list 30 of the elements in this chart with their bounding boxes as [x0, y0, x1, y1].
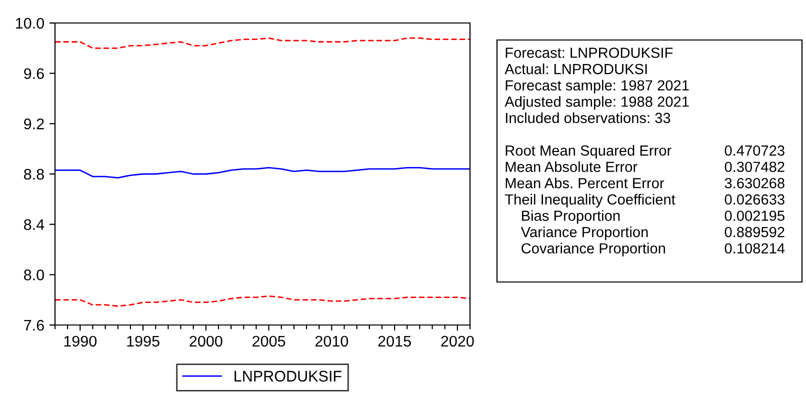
x-tick-label: 2005: [252, 336, 286, 347]
line-series: [55, 295, 470, 307]
text: Root Mean Squared Error 0.470723: [506, 145, 784, 159]
y-tick-label: 8.4: [24, 219, 44, 230]
y-tick-label: 8.8: [24, 168, 44, 180]
y-tick-label: 8.0: [24, 270, 44, 280]
text: Bias Proportion 0.002195: [522, 210, 784, 224]
x-tick-label: 1990: [64, 336, 97, 347]
text: Theil Inequality Coefficient 0.026633: [504, 194, 784, 208]
x-tick-label: 2020: [441, 336, 474, 347]
y-tick-label: 10.0: [16, 18, 44, 29]
text: Variance Proportion 0.889592: [520, 226, 784, 240]
text: Covariance Proportion 0.108214: [522, 242, 785, 256]
text: Actual: LNPRODUKSI: [504, 64, 647, 74]
text: Mean Abs. Percent Error 3.630268: [506, 178, 784, 188]
text: Mean Absolute Error 0.307482: [506, 161, 784, 172]
x-tick-label: 2000: [190, 336, 222, 347]
x-tick-label: 1995: [127, 336, 160, 347]
text: Included observations: 33: [506, 112, 670, 124]
x-tick-label: 2010: [315, 336, 348, 347]
y-tick-label: 9.6: [24, 68, 44, 80]
text: Forecast sample: 1987 2021: [506, 80, 689, 94]
text: Forecast: LNPRODUKSIF: [506, 48, 673, 58]
text: Adjusted sample: 1988 2021: [504, 96, 689, 110]
y-tick-label: 9.2: [24, 118, 44, 130]
x-tick-label: 2015: [378, 336, 411, 347]
legend-label: LNPRODUKSIF: [234, 370, 342, 382]
y-tick-label: 7.6: [24, 320, 44, 331]
line-series: [55, 167, 470, 178]
line-series: [55, 37, 470, 49]
